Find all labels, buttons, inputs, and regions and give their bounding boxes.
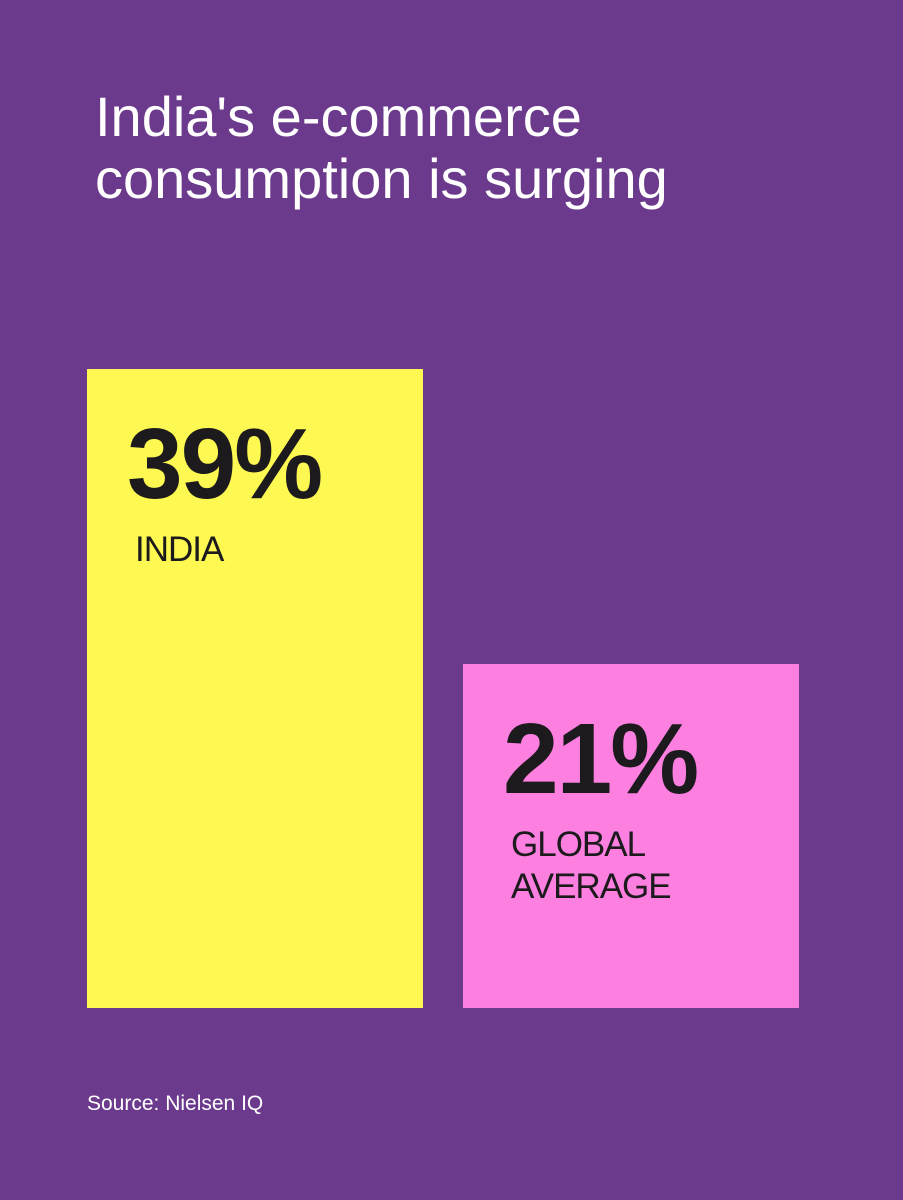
bar	[463, 663, 799, 1008]
value-label: 39%	[127, 407, 323, 520]
bar	[87, 368, 423, 1008]
category-label: INDIA	[135, 529, 224, 569]
source-note: Source: Nielsen IQ	[87, 1092, 264, 1115]
category-label: GLOBAL AVERAGE	[511, 824, 672, 906]
value-label: 21%	[503, 702, 699, 815]
chart-title: India's e-commerce consumption is surgin…	[95, 85, 668, 210]
